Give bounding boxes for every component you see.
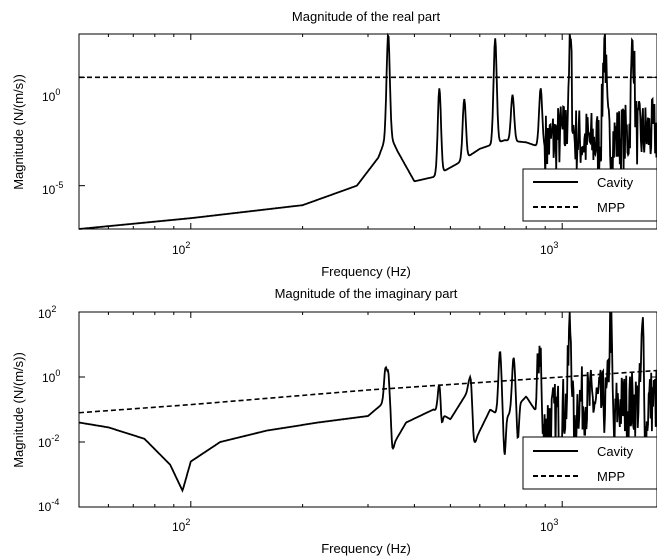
- chart-title: Magnitude of the imaginary part: [275, 286, 458, 301]
- x-axis-label: Frequency (Hz): [321, 264, 411, 279]
- y-tick-label: 10-4: [38, 497, 59, 514]
- y-tick-label: 102: [38, 304, 56, 321]
- x-tick-label: 102: [172, 517, 190, 534]
- legend: Cavity MPP: [522, 436, 657, 490]
- legend-label-cavity: Cavity: [597, 444, 634, 459]
- chart-title: Magnitude of the real part: [292, 9, 441, 24]
- legend-label-mpp: MPP: [597, 469, 625, 484]
- series-line-cavity: [78, 32, 657, 230]
- legend-box: [522, 436, 657, 490]
- x-tick-label: 102: [172, 240, 190, 257]
- y-axis-label: Magnitude (N/(m/s)): [11, 352, 26, 468]
- x-tick-label: 103: [540, 240, 558, 257]
- y-tick-label: 10-5: [42, 180, 63, 197]
- plot-area: [78, 32, 657, 230]
- chart-imaginary-part: Magnitude of the imaginary part 102 100 …: [11, 286, 657, 556]
- x-tick-label: 103: [540, 517, 558, 534]
- series-group: [78, 32, 657, 230]
- legend: Cavity MPP: [522, 168, 657, 222]
- legend-box: [522, 168, 657, 222]
- y-tick-label: 100: [42, 87, 60, 104]
- y-axis-label: Magnitude (N/(m/s)): [11, 74, 26, 190]
- y-tick-label: 10-2: [38, 433, 59, 450]
- chart-real-part: Magnitude of the real part 100 10-5 102 …: [11, 9, 657, 279]
- tick-group: [78, 311, 657, 508]
- x-axis-label: Frequency (Hz): [321, 541, 411, 556]
- tick-group: [78, 34, 657, 229]
- legend-label-cavity: Cavity: [597, 175, 634, 190]
- series-line-mpp: [78, 369, 657, 414]
- legend-label-mpp: MPP: [597, 200, 625, 215]
- y-tick-label: 100: [42, 368, 60, 385]
